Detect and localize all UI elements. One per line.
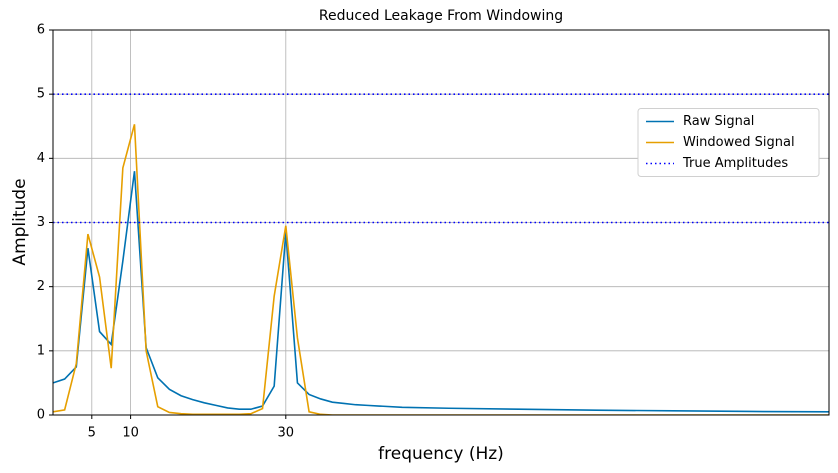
y-tick-label: 6 — [37, 23, 45, 38]
legend-label: Raw Signal — [683, 114, 754, 129]
y-tick-label: 4 — [37, 151, 45, 166]
x-tick-label: 10 — [122, 426, 139, 441]
y-tick-label: 3 — [37, 215, 45, 230]
legend-box — [637, 108, 820, 177]
series-line — [53, 124, 829, 415]
chart-title: Reduced Leakage From Windowing — [319, 8, 563, 24]
y-tick-label: 5 — [37, 87, 45, 102]
y-tick-label: 2 — [37, 279, 45, 294]
y-axis-label: Amplitude — [10, 178, 30, 265]
x-tick-label: 30 — [278, 426, 295, 441]
y-tick-label: 0 — [37, 408, 45, 423]
x-tick-label: 5 — [88, 426, 96, 441]
x-axis-label: frequency (Hz) — [378, 444, 504, 464]
plot-frame — [52, 29, 830, 416]
legend-label: True Amplitudes — [682, 156, 788, 171]
legend-label: Windowed Signal — [683, 135, 795, 150]
y-tick-label: 1 — [37, 343, 45, 358]
series-line — [53, 171, 829, 413]
